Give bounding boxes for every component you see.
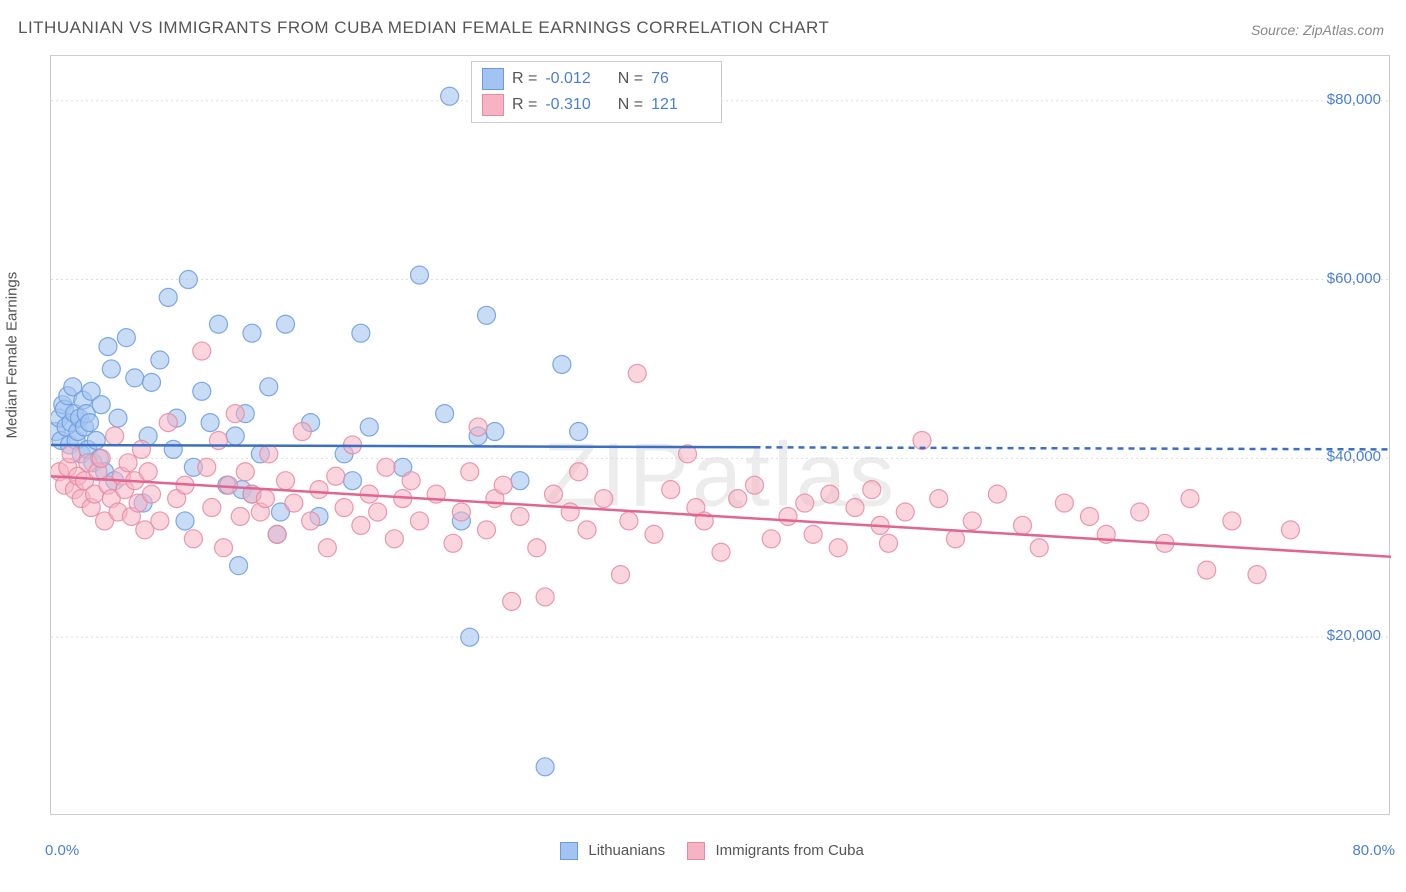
correlation-stats-box: R = -0.012 N = 76 R = -0.310 N = 121	[471, 61, 722, 123]
n-value-lithuanians: 76	[651, 70, 711, 88]
swatch-lithuanians	[482, 68, 504, 90]
bottom-legend: Lithuanians Immigrants from Cuba	[0, 842, 1406, 860]
y-tick-label: $20,000	[1327, 627, 1381, 644]
r-value-lithuanians: -0.012	[545, 70, 605, 88]
n-label: N =	[613, 96, 643, 114]
legend-swatch-cuba	[687, 842, 705, 860]
y-axis-label: Median Female Earnings	[4, 272, 21, 439]
y-tick-label: $40,000	[1327, 448, 1381, 465]
r-label: R =	[512, 70, 537, 88]
y-tick-label: $60,000	[1327, 270, 1381, 287]
r-label: R =	[512, 96, 537, 114]
scatter-svg	[51, 56, 1391, 816]
stats-row-lithuanians: R = -0.012 N = 76	[482, 66, 711, 92]
chart-container: LITHUANIAN VS IMMIGRANTS FROM CUBA MEDIA…	[0, 0, 1406, 892]
stats-row-cuba: R = -0.310 N = 121	[482, 92, 711, 118]
plot-area: ZIPatlas R = -0.012 N = 76 R = -0.310 N …	[50, 55, 1390, 815]
n-value-cuba: 121	[651, 96, 711, 114]
source-attribution: Source: ZipAtlas.com	[1251, 22, 1384, 38]
legend-swatch-lithuanians	[560, 842, 578, 860]
legend-label-cuba: Immigrants from Cuba	[715, 842, 863, 859]
n-label: N =	[613, 70, 643, 88]
chart-title: LITHUANIAN VS IMMIGRANTS FROM CUBA MEDIA…	[18, 18, 829, 38]
legend-label-lithuanians: Lithuanians	[588, 842, 665, 859]
y-tick-label: $80,000	[1327, 91, 1381, 108]
r-value-cuba: -0.310	[545, 96, 605, 114]
swatch-cuba	[482, 94, 504, 116]
